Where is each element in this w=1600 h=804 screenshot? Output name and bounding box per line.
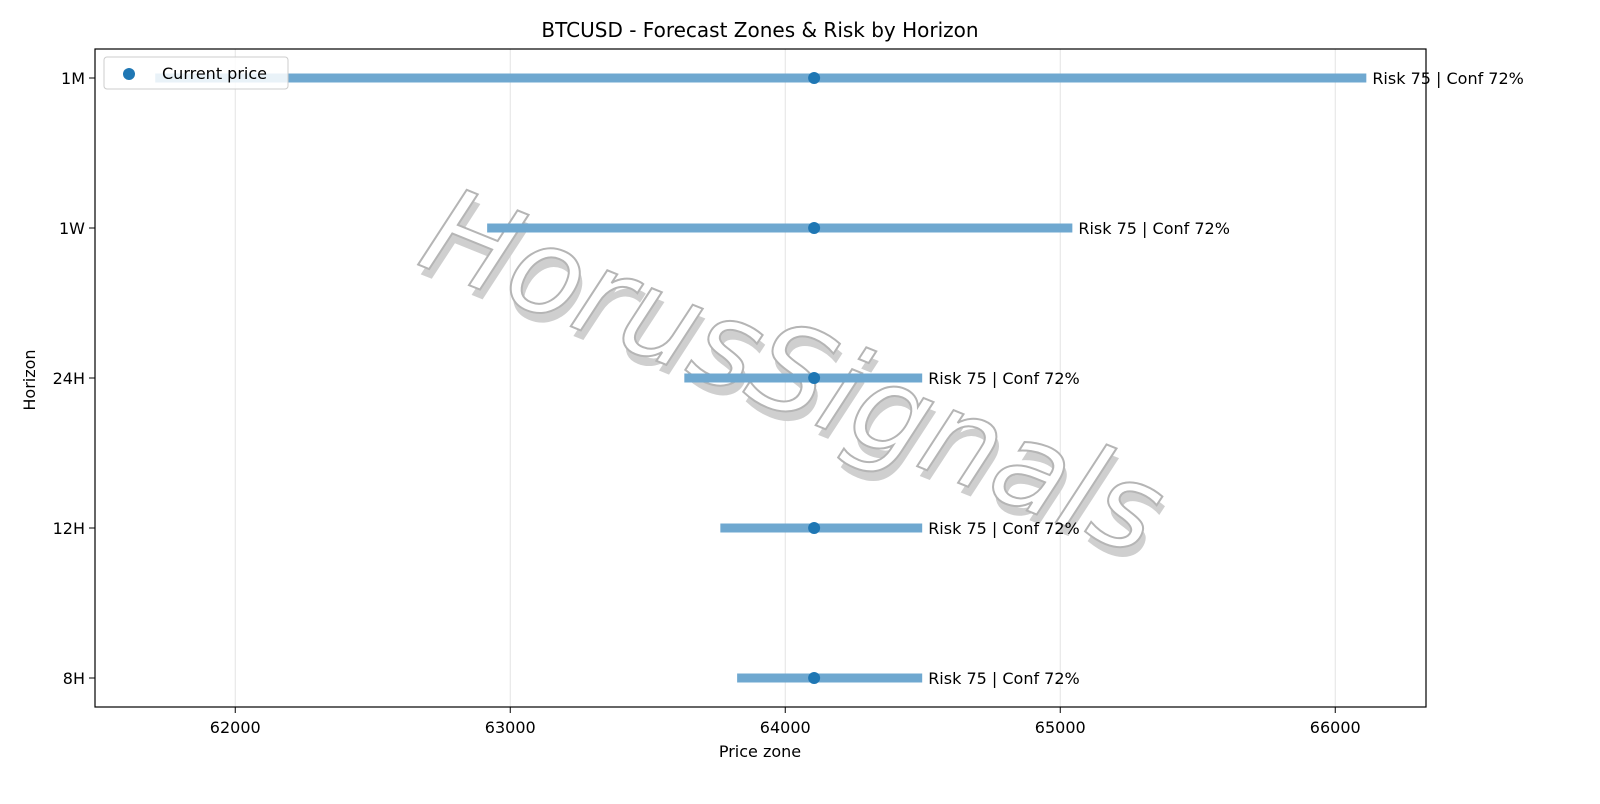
y-tick-label: 1M xyxy=(61,69,85,88)
x-tick-label: 62000 xyxy=(210,718,261,737)
y-tick-label: 1W xyxy=(59,219,85,238)
annotation: Risk 75 | Conf 72% xyxy=(1372,69,1524,88)
annotation: Risk 75 | Conf 72% xyxy=(928,669,1080,688)
y-tick-label: 8H xyxy=(63,669,85,688)
current-price-dot xyxy=(808,222,821,234)
legend-marker xyxy=(123,68,135,80)
current-price-dot xyxy=(808,72,821,84)
x-tick-label: 64000 xyxy=(760,718,811,737)
x-tick-label: 65000 xyxy=(1035,718,1086,737)
chart-title: BTCUSD - Forecast Zones & Risk by Horizo… xyxy=(541,18,978,42)
legend-box xyxy=(103,56,289,90)
x-axis-label: Price zone xyxy=(719,742,801,761)
current-price-dot xyxy=(808,522,821,534)
annotation: Risk 75 | Conf 72% xyxy=(1078,219,1230,238)
y-axis-label: Horizon xyxy=(20,349,39,410)
plot-frame xyxy=(94,48,1427,708)
x-tick-label: 63000 xyxy=(485,718,536,737)
y-tick-label: 12H xyxy=(53,519,85,538)
annotation: Risk 75 | Conf 72% xyxy=(928,369,1080,388)
annotation: Risk 75 | Conf 72% xyxy=(928,519,1080,538)
current-price-dot xyxy=(808,672,821,684)
current-price-dot xyxy=(808,372,821,384)
legend-label: Current price xyxy=(162,64,267,83)
x-tick-label: 66000 xyxy=(1310,718,1361,737)
y-tick-label: 24H xyxy=(53,369,85,388)
